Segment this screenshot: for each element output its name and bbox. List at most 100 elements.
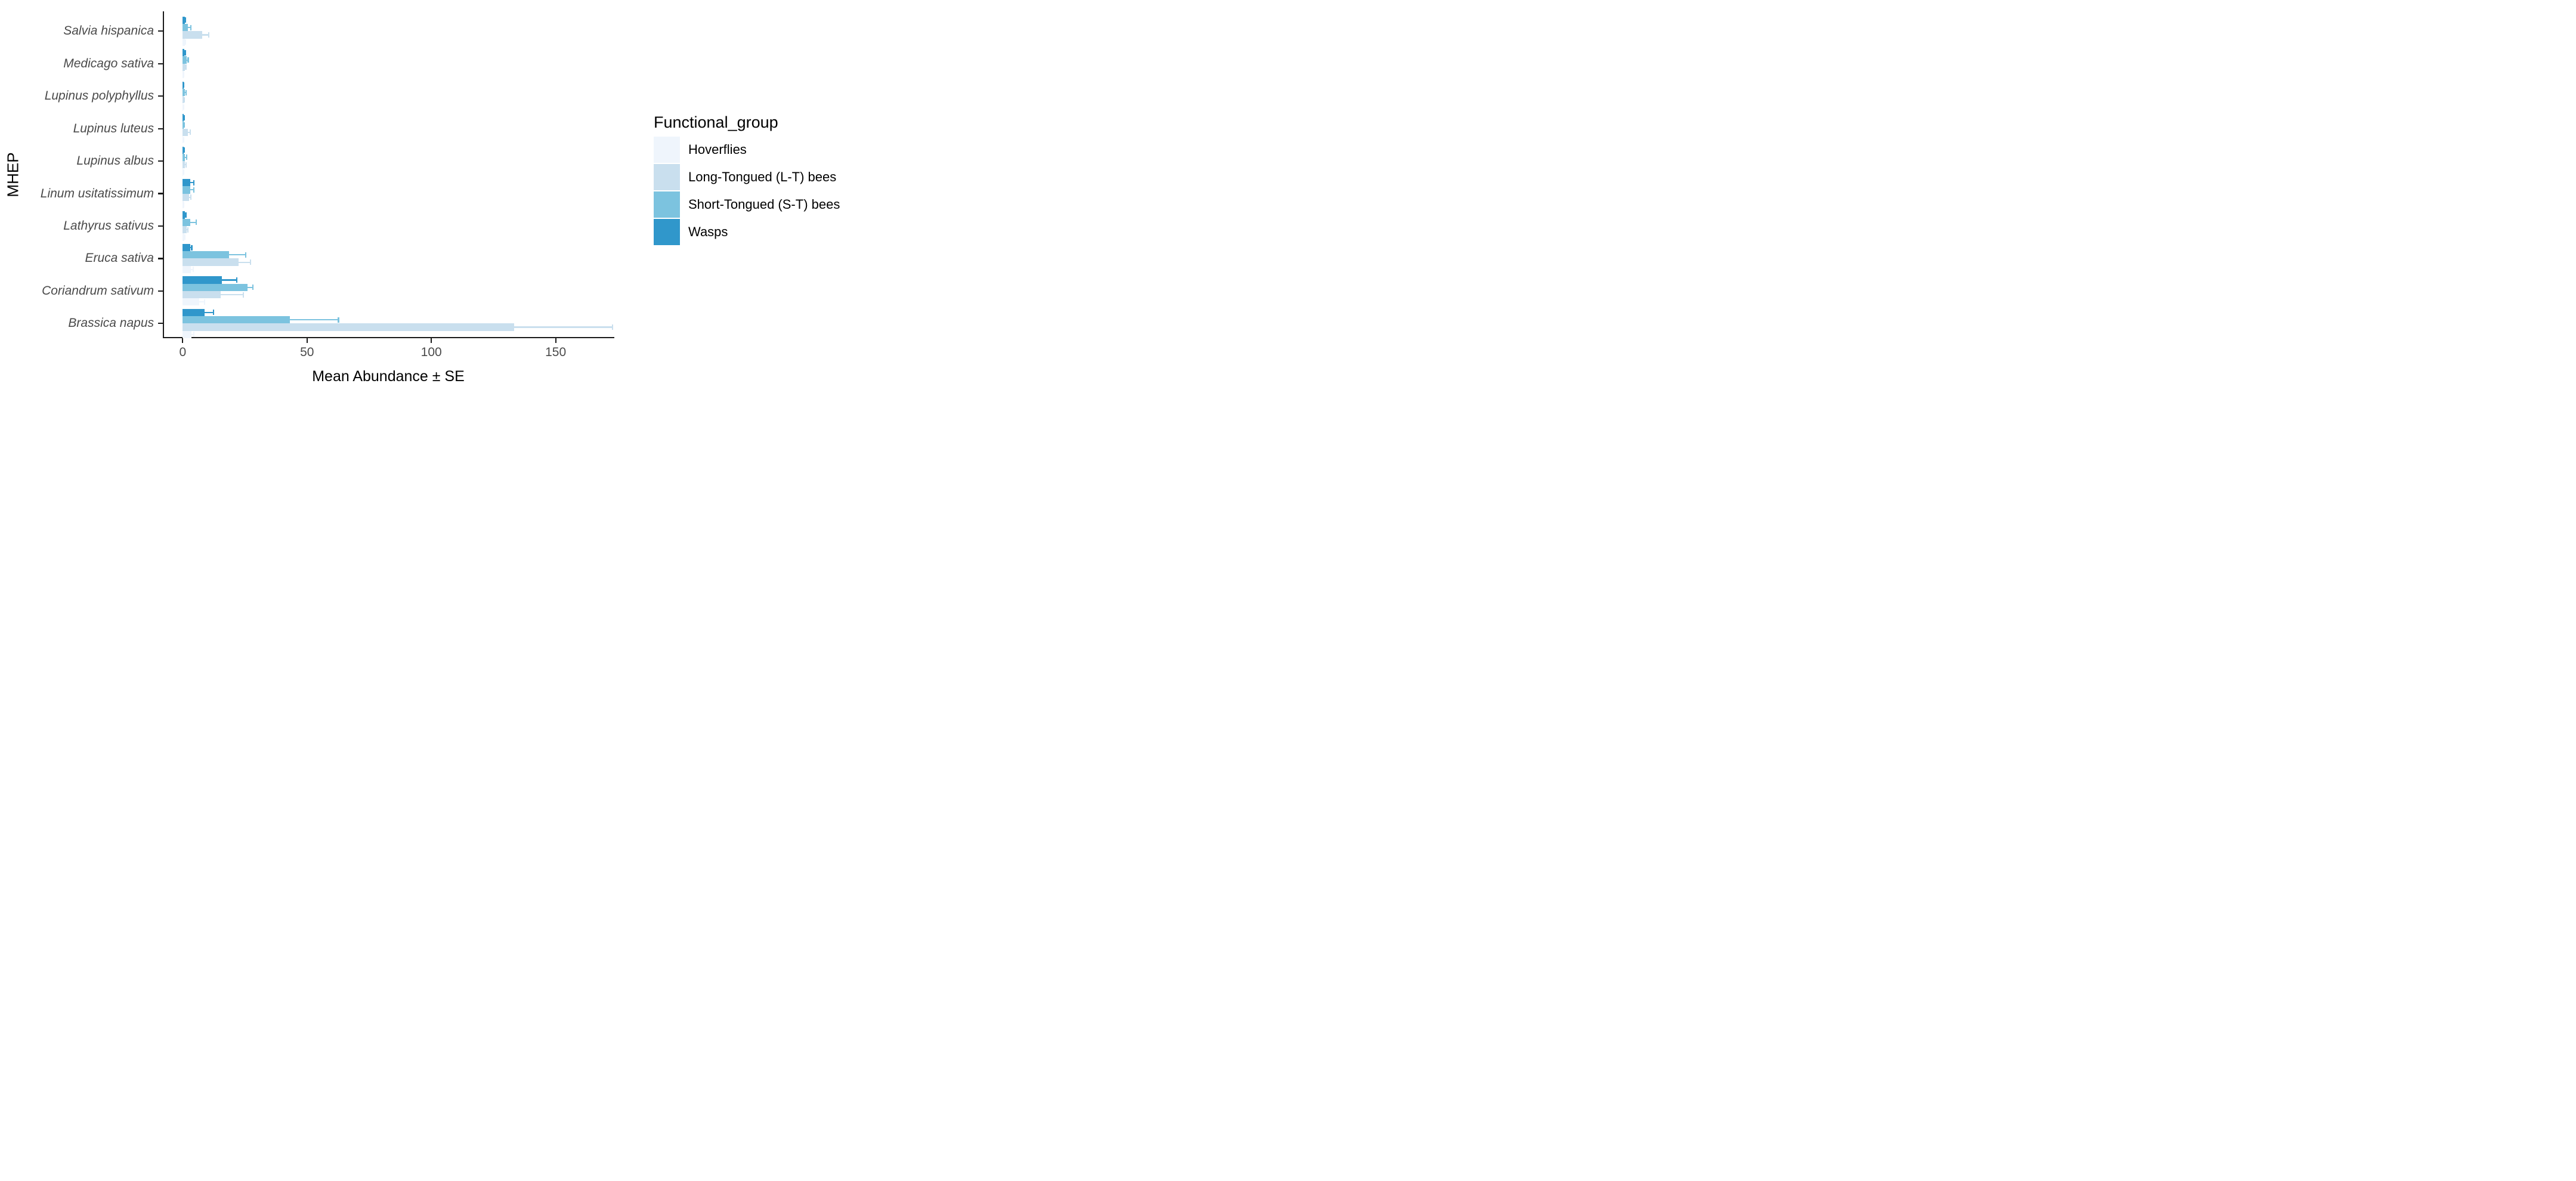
y-axis-label-lathyrus-sativus: Lathyrus sativus (63, 219, 154, 233)
y-axis-label-eruca-sativa: Eruca sativa (85, 251, 154, 265)
bar-lupinus-albus-wasps (183, 146, 184, 154)
y-tick-eruca-sativa (157, 258, 163, 259)
error-cap-lupinus-albus-long-tongued-l-t-bees (185, 162, 187, 168)
bar-lupinus-polyphyllus-wasps (183, 81, 184, 89)
error-cap-lupinus-albus-hoverflies (183, 169, 184, 175)
error-bar-salvia-hispanica-long-tongued-l-t-bees (202, 34, 209, 36)
error-bar-linum-usitatissimum-short-tongued-s-t-bees (190, 189, 194, 191)
error-cap-lupinus-luteus-long-tongued-l-t-bees (189, 129, 191, 135)
bar-coriandrum-sativum-wasps (183, 276, 222, 284)
error-cap-eruca-sativa-hoverflies (192, 267, 194, 273)
error-cap-lupinus-luteus-wasps (183, 115, 185, 120)
y-axis-label-lupinus-polyphyllus: Lupinus polyphyllus (44, 89, 154, 103)
error-cap-lupinus-polyphyllus-hoverflies (183, 104, 184, 110)
y-axis-label-coriandrum-sativum: Coriandrum sativum (42, 283, 154, 298)
error-cap-linum-usitatissimum-hoverflies (183, 202, 185, 208)
bar-lathyrus-sativus-short-tongued-s-t-bees (183, 218, 191, 226)
legend-label-long-tongued-l-t-bees: Long-Tongued (L-T) bees (688, 169, 837, 184)
x-axis-label-0: 0 (179, 345, 187, 359)
plot-panel (162, 11, 614, 338)
bar-medicago-sativa-wasps (183, 49, 185, 57)
bar-salvia-hispanica-long-tongued-l-t-bees (183, 31, 203, 39)
error-bar-coriandrum-sativum-short-tongued-s-t-bees (248, 286, 253, 288)
bar-lupinus-albus-long-tongued-l-t-bees (183, 161, 185, 169)
error-cap-lathyrus-sativus-long-tongued-l-t-bees (187, 227, 189, 233)
bar-lupinus-luteus-wasps (183, 114, 184, 122)
bar-linum-usitatissimum-hoverflies (183, 200, 184, 209)
error-bar-coriandrum-sativum-wasps (221, 279, 237, 281)
legend-label-short-tongued-s-t-bees: Short-Tongued (S-T) bees (688, 197, 840, 212)
error-cap-brassica-napus-hoverflies (193, 332, 195, 338)
error-cap-lupinus-albus-short-tongued-s-t-bees (185, 154, 188, 160)
error-cap-linum-usitatissimum-wasps (193, 180, 195, 186)
error-bar-brassica-napus-short-tongued-s-t-bees (290, 319, 339, 321)
legend-label-wasps: Wasps (688, 224, 728, 239)
error-cap-lathyrus-sativus-hoverflies (184, 234, 185, 240)
error-cap-medicago-sativa-hoverflies (183, 72, 185, 78)
error-cap-salvia-hispanica-hoverflies (185, 39, 187, 45)
bar-lupinus-luteus-short-tongued-s-t-bees (183, 121, 184, 129)
error-cap-linum-usitatissimum-long-tongued-l-t-bees (190, 194, 191, 200)
x-tick-100 (431, 338, 432, 343)
error-cap-lupinus-luteus-hoverflies (183, 137, 184, 143)
y-tick-salvia-hispanica (157, 30, 163, 32)
bar-lathyrus-sativus-long-tongued-l-t-bees (183, 226, 187, 234)
bar-lupinus-albus-short-tongued-s-t-bees (183, 153, 185, 162)
y-tick-lupinus-albus (157, 160, 163, 162)
x-tick-0 (182, 338, 184, 343)
legend-title: Functional_group (654, 113, 778, 131)
bar-linum-usitatissimum-short-tongued-s-t-bees (183, 186, 191, 194)
bar-lathyrus-sativus-wasps (183, 211, 185, 219)
bar-lupinus-polyphyllus-short-tongued-s-t-bees (183, 88, 185, 97)
error-bar-linum-usitatissimum-long-tongued-l-t-bees (188, 196, 191, 198)
y-tick-brassica-napus (157, 323, 163, 324)
error-cap-medicago-sativa-wasps (184, 50, 186, 55)
y-tick-linum-usitatissimum (157, 193, 163, 194)
bar-linum-usitatissimum-long-tongued-l-t-bees (183, 193, 189, 201)
error-cap-lupinus-polyphyllus-wasps (183, 82, 185, 88)
error-cap-coriandrum-sativum-short-tongued-s-t-bees (252, 285, 254, 290)
x-tick-50 (306, 338, 308, 343)
error-cap-brassica-napus-long-tongued-l-t-bees (611, 324, 613, 330)
bar-lupinus-polyphyllus-long-tongued-l-t-bees (183, 96, 184, 104)
y-axis-label-salvia-hispanica: Salvia hispanica (63, 24, 154, 38)
error-bar-eruca-sativa-hoverflies (190, 268, 193, 270)
error-bar-lupinus-luteus-long-tongued-l-t-bees (188, 131, 190, 133)
legend-key-hoverflies (654, 137, 680, 163)
error-cap-lupinus-polyphyllus-long-tongued-l-t-bees (183, 97, 185, 103)
y-tick-medicago-sativa (157, 63, 163, 64)
bar-eruca-sativa-long-tongued-l-t-bees (183, 258, 239, 266)
error-cap-medicago-sativa-long-tongued-l-t-bees (185, 64, 187, 70)
error-bar-eruca-sativa-wasps (190, 246, 192, 249)
error-cap-brassica-napus-short-tongued-s-t-bees (338, 317, 339, 323)
bar-brassica-napus-short-tongued-s-t-bees (183, 316, 290, 324)
error-bar-linum-usitatissimum-wasps (190, 182, 194, 184)
error-cap-lathyrus-sativus-short-tongued-s-t-bees (195, 219, 197, 225)
bar-brassica-napus-hoverflies (183, 330, 192, 338)
error-cap-lathyrus-sativus-wasps (185, 212, 187, 218)
legend-label-hoverflies: Hoverflies (688, 142, 747, 157)
y-tick-coriandrum-sativum (157, 290, 163, 292)
bar-brassica-napus-wasps (183, 308, 205, 317)
bar-medicago-sativa-long-tongued-l-t-bees (183, 63, 185, 72)
error-cap-salvia-hispanica-short-tongued-s-t-bees (190, 24, 191, 30)
y-axis-label-linum-usitatissimum: Linum usitatissimum (40, 186, 154, 200)
error-bar-eruca-sativa-short-tongued-s-t-bees (228, 254, 246, 256)
error-cap-medicago-sativa-short-tongued-s-t-bees (187, 57, 189, 63)
y-axis-label-lupinus-luteus: Lupinus luteus (73, 121, 154, 135)
legend-key-wasps (654, 219, 680, 245)
y-tick-lupinus-polyphyllus (157, 95, 163, 97)
bar-eruca-sativa-hoverflies (183, 265, 191, 274)
error-bar-eruca-sativa-long-tongued-l-t-bees (239, 261, 251, 263)
error-cap-coriandrum-sativum-wasps (236, 277, 238, 283)
legend-key-short-tongued-s-t-bees (654, 191, 680, 218)
error-cap-eruca-sativa-long-tongued-l-t-bees (250, 259, 252, 265)
error-bar-brassica-napus-wasps (204, 311, 214, 313)
bar-coriandrum-sativum-short-tongued-s-t-bees (183, 283, 248, 291)
bar-lupinus-luteus-long-tongued-l-t-bees (183, 128, 188, 136)
x-axis-label-50: 50 (300, 345, 314, 359)
error-bar-lathyrus-sativus-short-tongued-s-t-bees (190, 221, 196, 223)
error-cap-coriandrum-sativum-hoverflies (204, 299, 206, 305)
error-cap-lupinus-luteus-short-tongued-s-t-bees (183, 122, 185, 128)
error-cap-salvia-hispanica-wasps (185, 17, 187, 23)
